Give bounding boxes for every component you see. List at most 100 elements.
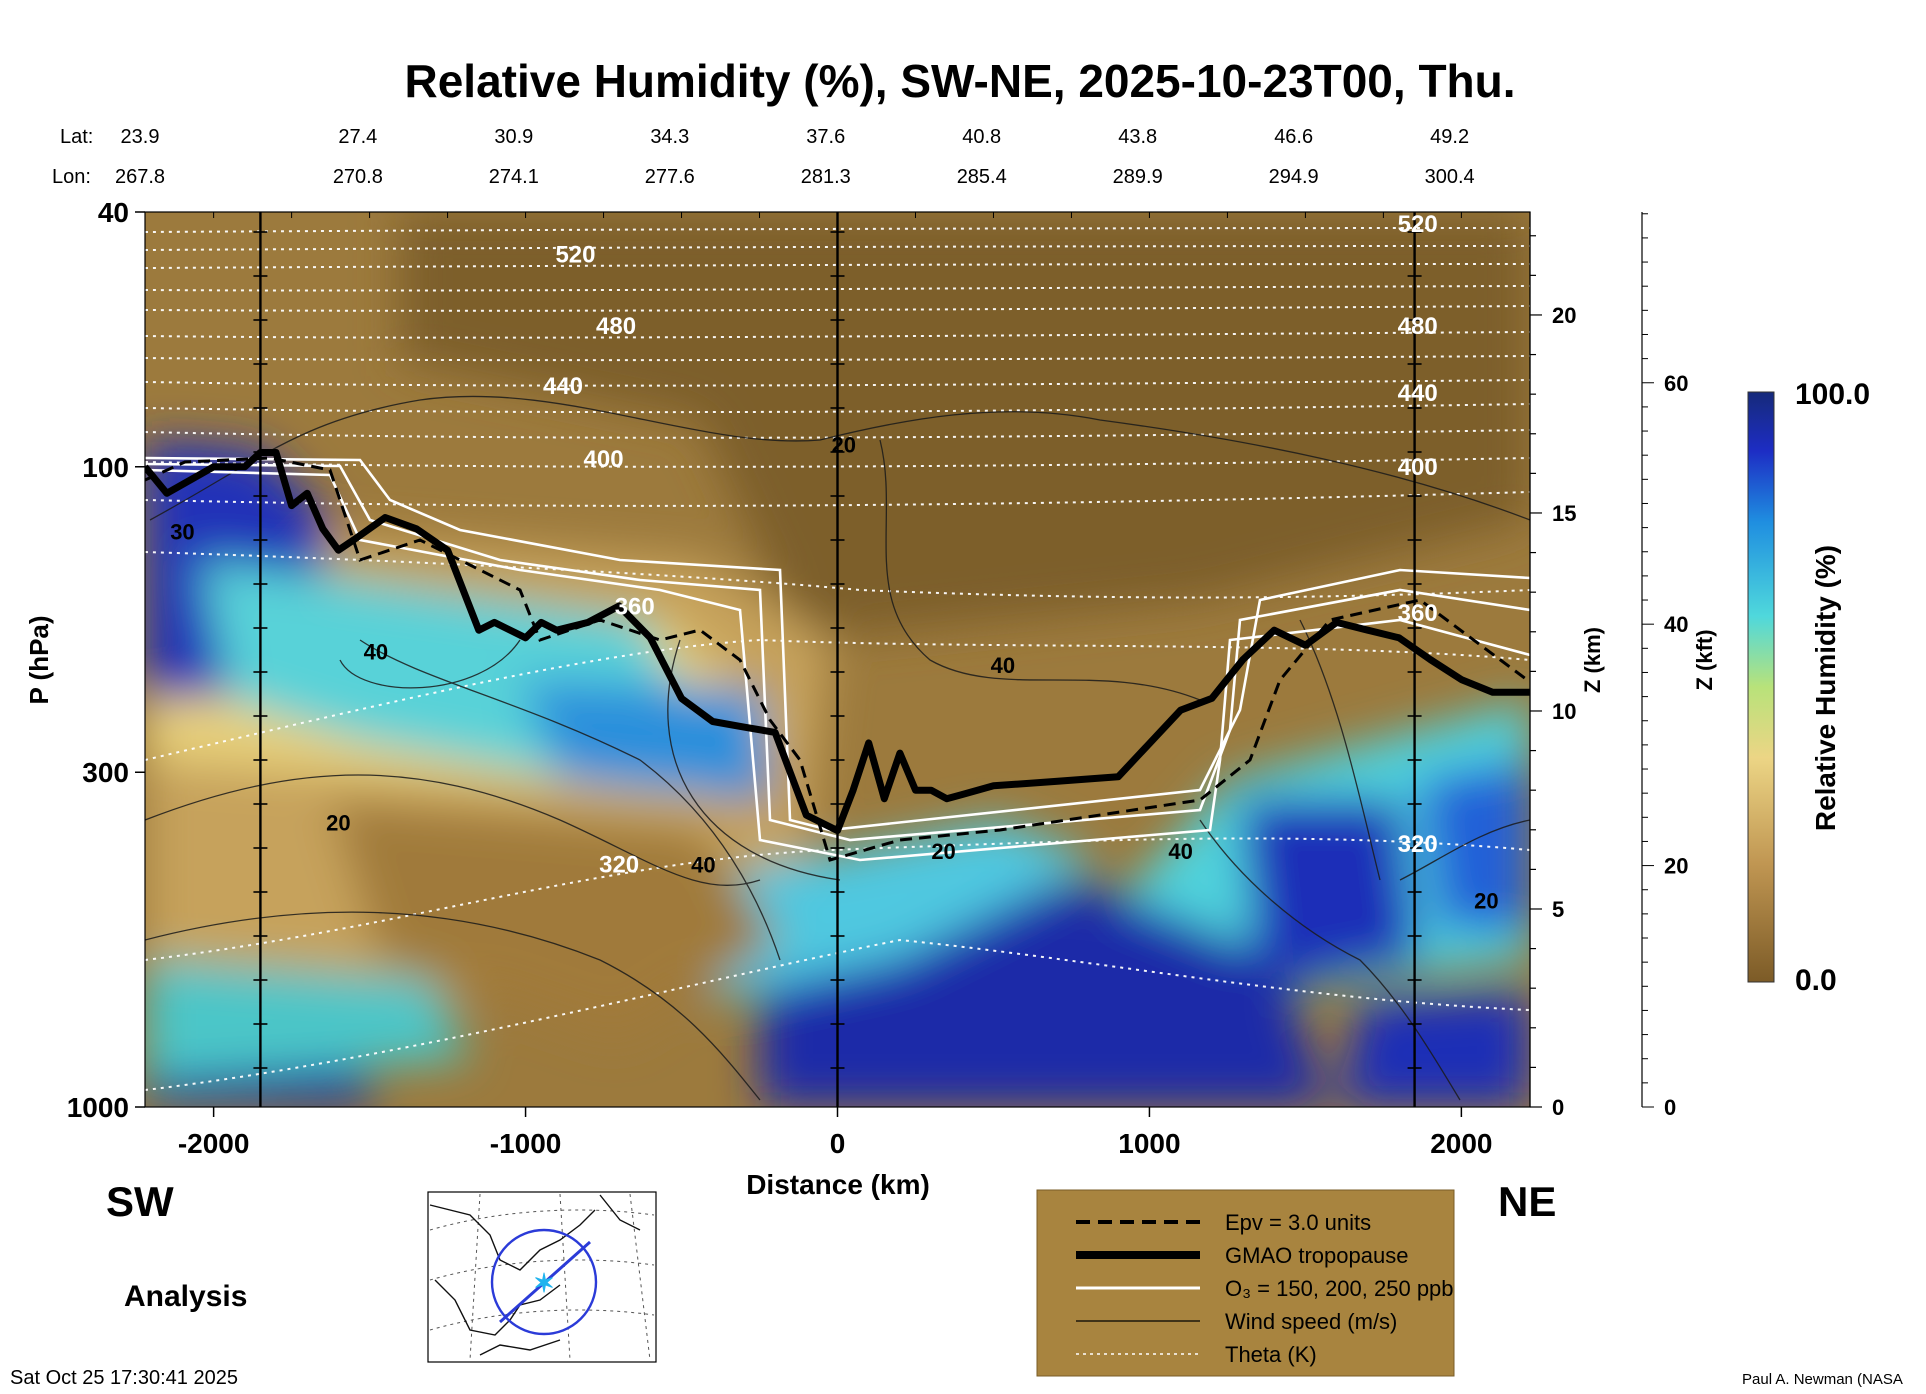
theta-label: 400 bbox=[584, 446, 624, 473]
wind-line bbox=[359, 639, 781, 961]
theta-line bbox=[145, 263, 1530, 269]
lat-value: 27.4 bbox=[338, 126, 377, 148]
z-km-axis: 0 5 10 15 20 bbox=[1529, 212, 1576, 1120]
lat-value: 37.6 bbox=[806, 126, 845, 148]
wind-label: 40 bbox=[1168, 839, 1192, 864]
ozone-line bbox=[145, 456, 1530, 832]
lat-value: 49.2 bbox=[1430, 126, 1469, 148]
ozone-lines bbox=[145, 456, 1530, 862]
colorbar-max-label: 100.0 bbox=[1795, 378, 1870, 411]
z-km-tick-label: 0 bbox=[1552, 1095, 1564, 1120]
p-tick-label: 1000 bbox=[67, 1092, 129, 1123]
lat-lon-row: 23.9 267.8 27.4 270.8 30.9 274.1 34.3 277.6 37.6… bbox=[115, 126, 1475, 188]
theta-label: 320 bbox=[599, 851, 639, 878]
wind-line bbox=[1299, 619, 1381, 881]
wind-label: 20 bbox=[1474, 889, 1498, 914]
lon-value: 285.4 bbox=[957, 166, 1007, 188]
theta-label: 520 bbox=[555, 242, 595, 269]
legend-label: O₃ = 150, 200, 250 ppb bbox=[1225, 1276, 1454, 1301]
lon-value: 274.1 bbox=[489, 166, 539, 188]
ozone-line bbox=[145, 462, 1530, 842]
x-tick-label: 2000 bbox=[1430, 1128, 1492, 1159]
lat-value: 23.9 bbox=[121, 126, 160, 148]
lat-value: 43.8 bbox=[1118, 126, 1157, 148]
credit: Paul A. Newman (NASA bbox=[1742, 1371, 1903, 1388]
theta-line bbox=[145, 355, 1530, 362]
wind-line bbox=[1199, 819, 1461, 1101]
theta-line bbox=[145, 285, 1530, 292]
theta-label: 360 bbox=[1398, 600, 1438, 627]
legend-label: Theta (K) bbox=[1225, 1342, 1317, 1367]
legend: Epv = 3.0 units GMAO tropopause O₃ = 150, … bbox=[1036, 1189, 1455, 1377]
z-km-tick-label: 15 bbox=[1552, 501, 1576, 526]
lon-value: 281.3 bbox=[801, 166, 851, 188]
wind-line bbox=[339, 639, 521, 689]
theta-line bbox=[145, 403, 1530, 414]
analysis-label: Analysis bbox=[124, 1280, 247, 1313]
theta-label: 480 bbox=[596, 313, 636, 340]
lat-value: 46.6 bbox=[1274, 126, 1313, 148]
overlay-lines bbox=[145, 227, 1530, 1101]
colorbar-title: Relative Humidity (%) bbox=[1810, 545, 1841, 831]
theta-line bbox=[145, 331, 1530, 339]
field-wet-east2 bbox=[1420, 760, 1530, 930]
theta-label: 440 bbox=[1398, 380, 1438, 407]
x-tick-label: -1000 bbox=[490, 1128, 562, 1159]
wind-lines bbox=[145, 395, 1530, 1101]
theta-line bbox=[145, 551, 1530, 599]
theta-label: 440 bbox=[543, 373, 583, 400]
x-tick-label: -2000 bbox=[178, 1128, 250, 1159]
z-kft-axis-label: Z (kft) bbox=[1692, 629, 1717, 690]
field-strat-dark bbox=[400, 212, 1530, 640]
lon-value: 300.4 bbox=[1425, 166, 1475, 188]
field-cyan-low-west bbox=[145, 960, 470, 1080]
field-dry-west-low bbox=[330, 800, 780, 1040]
map-center-icon: ✶ bbox=[533, 1268, 555, 1298]
wind-line bbox=[145, 774, 761, 886]
theta-label: 400 bbox=[1398, 454, 1438, 481]
map-graticule bbox=[429, 1209, 655, 1231]
theta-label: 520 bbox=[1398, 211, 1438, 238]
theta-line bbox=[145, 379, 1530, 387]
map-graticule bbox=[429, 1309, 655, 1331]
z-km-tick-label: 10 bbox=[1552, 699, 1576, 724]
inset-map: ✶ bbox=[427, 1191, 657, 1363]
lon-value: 289.9 bbox=[1113, 166, 1163, 188]
lat-value: 40.8 bbox=[962, 126, 1001, 148]
map-range-circle bbox=[490, 1228, 598, 1336]
legend-label: Epv = 3.0 units bbox=[1225, 1210, 1371, 1235]
lat-value: 34.3 bbox=[650, 126, 689, 148]
p-tick-label: 300 bbox=[82, 757, 129, 788]
wind-label: 40 bbox=[991, 653, 1015, 678]
lon-value: 267.8 bbox=[115, 166, 165, 188]
x-tick-label: 1000 bbox=[1118, 1128, 1180, 1159]
ozone-line bbox=[145, 468, 1530, 862]
map-graticule bbox=[429, 1259, 655, 1281]
lon-value: 294.9 bbox=[1269, 166, 1319, 188]
p-tick-label: 40 bbox=[98, 197, 129, 228]
field-wet-east bbox=[1240, 800, 1420, 990]
x-axis-label: Distance (km) bbox=[746, 1169, 930, 1200]
wind-labels: 30 40 20 20 40 40 20 40 20 bbox=[170, 433, 1498, 914]
z-kft-tick-label: 40 bbox=[1664, 612, 1688, 637]
chart-title: Relative Humidity (%), SW-NE, 2025-10-23… bbox=[404, 55, 1515, 107]
z-km-axis-label: Z (km) bbox=[1580, 627, 1605, 693]
theta-line bbox=[145, 305, 1530, 312]
legend-label: Wind speed (m/s) bbox=[1225, 1309, 1397, 1334]
theta-labels: 520 480 440 400 360 320 520 480 440 400 360 320 bbox=[543, 211, 1438, 878]
field-cyan-mid bbox=[520, 680, 770, 800]
x-axis: -2000 -1000 0 1000 2000 bbox=[178, 212, 1493, 1159]
theta-line bbox=[145, 245, 1530, 251]
theta-line bbox=[145, 938, 1530, 1091]
wind-line bbox=[149, 395, 1530, 521]
theta-line bbox=[145, 837, 1530, 961]
x-tick-label: 0 bbox=[830, 1128, 846, 1159]
p-axis: 40 100 300 1000 bbox=[67, 197, 145, 1123]
z-km-tick-label: 5 bbox=[1552, 897, 1564, 922]
field-wet-low-east bbox=[1340, 990, 1530, 1107]
wind-label: 40 bbox=[364, 640, 388, 665]
ne-label: NE bbox=[1498, 1178, 1556, 1225]
map-transect bbox=[499, 1240, 591, 1324]
y-axis-label: P (hPa) bbox=[24, 615, 54, 704]
